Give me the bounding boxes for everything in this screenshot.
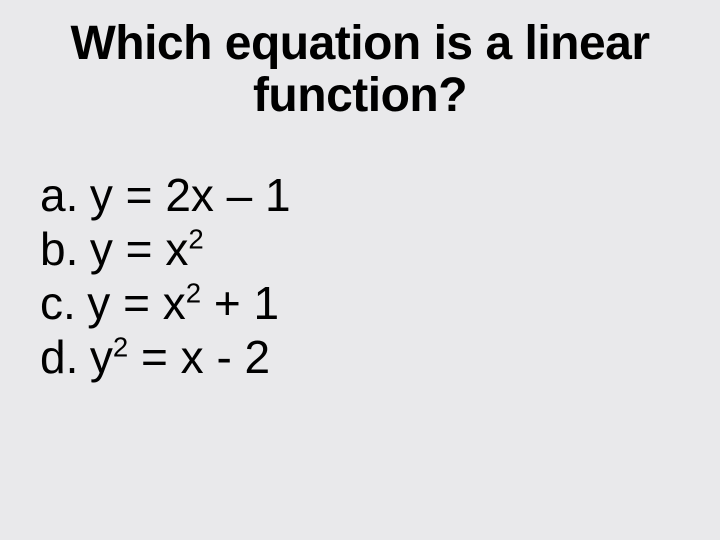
option-b-equation: y = x2 — [90, 222, 204, 276]
slide: Which equation is a linear function? a. … — [0, 0, 720, 540]
option-b: b. y = x2 — [40, 222, 680, 276]
answer-options: a. y = 2x – 1 b. y = x2 c. y = x2 + 1 — [40, 168, 680, 385]
title-line1: Which equation is a linear — [70, 17, 649, 70]
option-c-equation: y = x2 + 1 — [87, 276, 279, 330]
option-a-equation: y = 2x – 1 — [90, 168, 291, 222]
option-d: d. y2 = x - 2 — [40, 330, 680, 384]
option-d-equation: y2 = x - 2 — [90, 330, 270, 384]
question-title: Which equation is a linear function? — [40, 18, 680, 122]
option-d-label: d. — [40, 330, 78, 384]
option-c-label: c. — [40, 276, 76, 330]
title-line2: function? — [253, 69, 467, 122]
option-a: a. y = 2x – 1 — [40, 168, 680, 222]
option-c: c. y = x2 + 1 — [40, 276, 680, 330]
option-b-label: b. — [40, 222, 78, 276]
option-a-label: a. — [40, 168, 78, 222]
